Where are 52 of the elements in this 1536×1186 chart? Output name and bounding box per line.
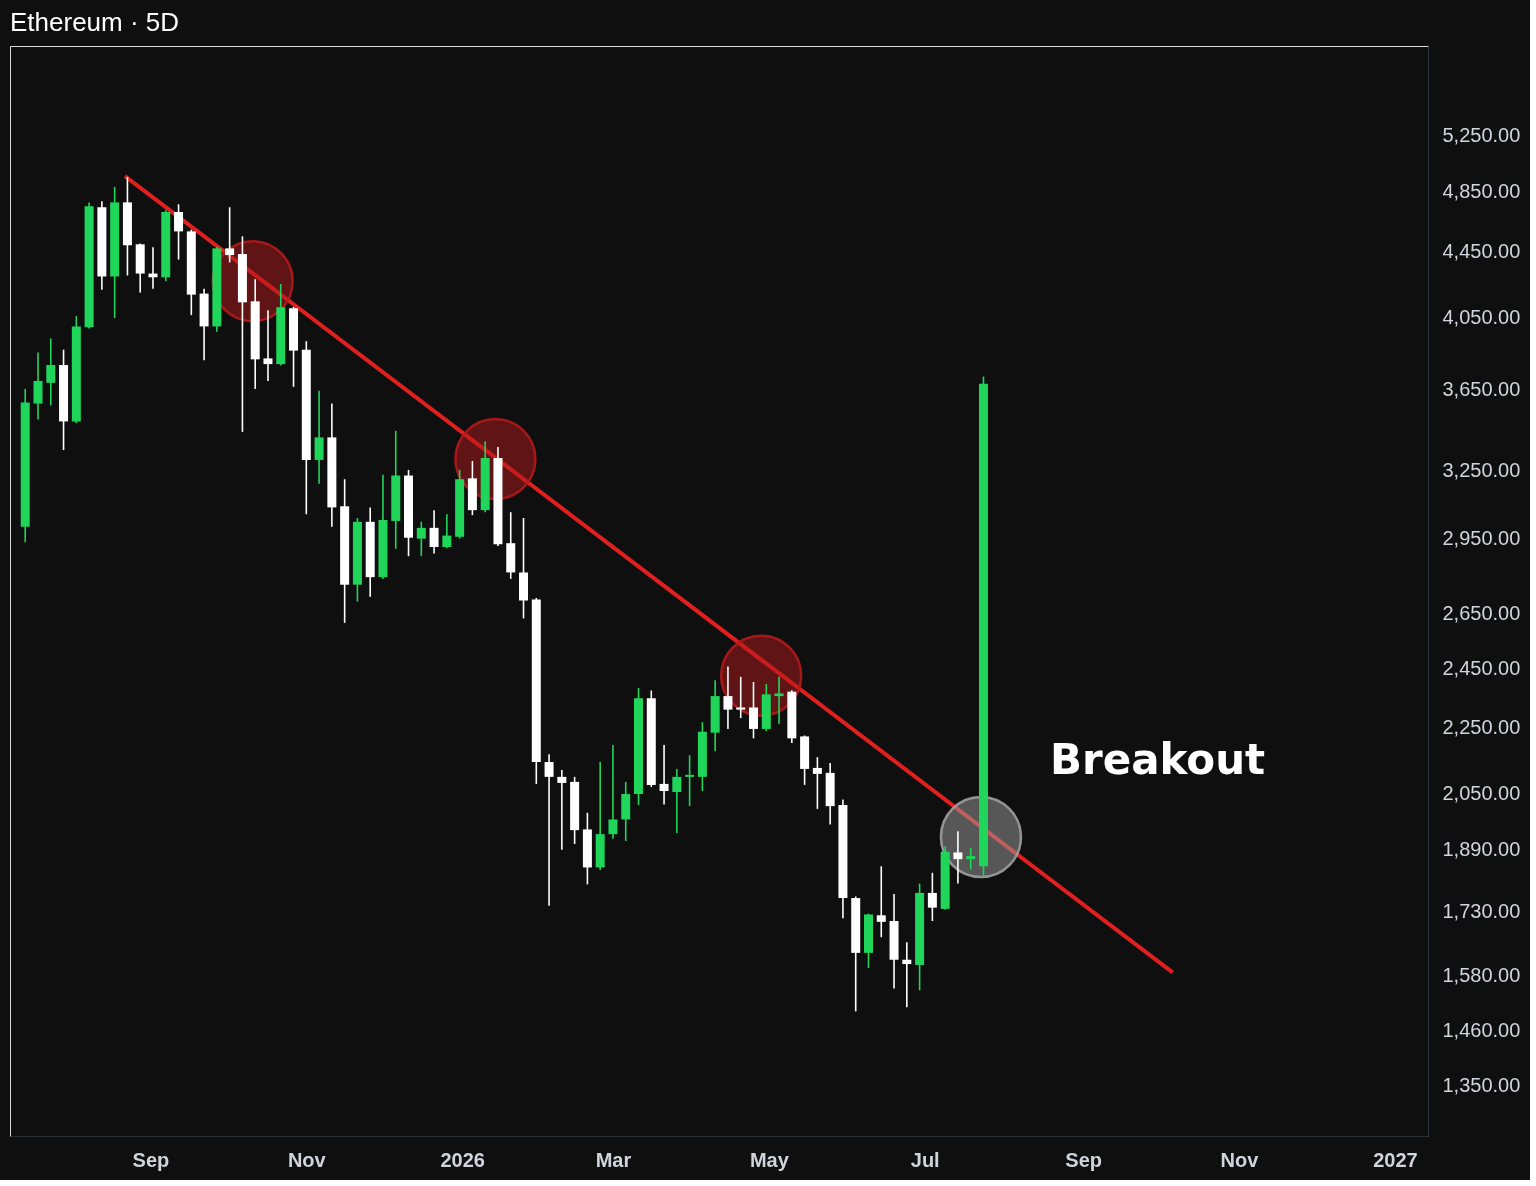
x-tick-label: 2027 [1373,1148,1418,1171]
candlestick [723,665,733,730]
x-tick-label: Jul [910,1148,940,1171]
candlestick [672,768,682,834]
candlestick [876,865,886,938]
y-tick-label: 4,850.00 [1442,179,1521,202]
candlestick [174,203,184,261]
y-tick-label: 2,950.00 [1442,527,1521,550]
y-tick-label: 1,730.00 [1442,900,1521,923]
x-tick-label: May [749,1148,790,1171]
candlestick [544,753,554,907]
candlestick [46,337,56,407]
y-tick-label: 4,450.00 [1442,239,1521,262]
x-tick-label: Sep [1065,1148,1102,1171]
y-tick-label: 4,050.00 [1442,305,1521,328]
y-tick-label: 2,250.00 [1442,716,1521,739]
annotation: Breakout [1050,735,1266,784]
candlestick [812,756,822,810]
candlestick [442,513,452,550]
candlestick [953,830,963,885]
candlestick [659,744,669,806]
candlestick [314,390,324,485]
candlestick [927,871,937,922]
candlestick [685,754,695,807]
candlestick [429,509,439,555]
y-tick-label: 1,460.00 [1442,1018,1521,1041]
candlestick [749,681,758,740]
candlestick [608,744,618,840]
y-tick-label: 2,050.00 [1442,781,1521,804]
candlestick [416,521,426,557]
chart-title: Ethereum · 5D [10,7,180,37]
x-tick-label: Nov [287,1148,327,1171]
x-tick-label: 2026 [440,1148,485,1171]
candlestick [966,847,976,871]
y-tick-label: 1,580.00 [1442,963,1521,986]
y-tick-label: 5,250.00 [1442,124,1521,147]
y-tick-label: 3,250.00 [1442,459,1521,482]
x-tick-label: Sep [132,1148,170,1171]
x-tick-label: Mar [595,1148,632,1171]
y-tick-label: 3,650.00 [1442,378,1521,401]
y-tick-label: 2,650.00 [1442,602,1521,625]
x-tick-label: Nov [1220,1148,1260,1171]
y-tick-label: 2,450.00 [1442,656,1521,679]
candlestick [33,351,43,421]
candlestick [263,309,273,382]
candlestick [902,941,912,1008]
y-tick-label: 1,890.00 [1442,838,1521,861]
candlestick [774,676,784,725]
candlestick [736,676,746,719]
candlestick [557,769,567,851]
y-tick-label: 1,350.00 [1442,1073,1521,1096]
candlestick [225,206,235,264]
